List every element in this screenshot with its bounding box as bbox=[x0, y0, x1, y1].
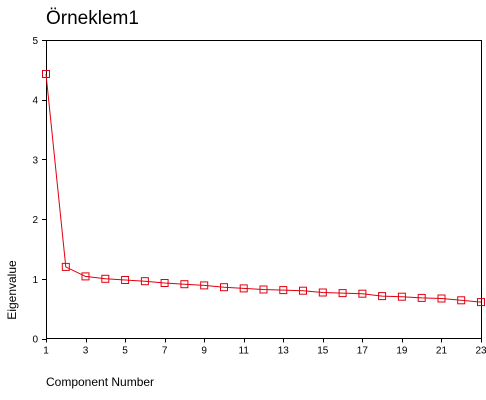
data-point-marker bbox=[378, 292, 387, 301]
y-axis-title: Eigenvalue bbox=[5, 260, 19, 320]
data-point-marker bbox=[239, 284, 248, 293]
y-tick-label: 5 bbox=[32, 36, 38, 47]
data-point-marker bbox=[417, 293, 426, 302]
series-line bbox=[45, 73, 482, 303]
x-tick-label: 23 bbox=[475, 346, 486, 357]
data-point-marker bbox=[61, 262, 70, 271]
data-point-marker bbox=[279, 286, 288, 295]
x-tick-label: 21 bbox=[436, 346, 448, 357]
data-point-marker bbox=[121, 276, 130, 284]
data-point-marker bbox=[457, 296, 466, 305]
data-point-marker bbox=[101, 274, 110, 283]
y-tick-label: 1 bbox=[32, 275, 38, 286]
x-tick-label: 5 bbox=[122, 346, 128, 357]
data-point-marker bbox=[299, 286, 307, 295]
data-point-marker bbox=[140, 277, 149, 286]
y-tick-label: 4 bbox=[32, 96, 38, 107]
y-tick-label: 2 bbox=[32, 215, 38, 226]
data-point-marker bbox=[180, 280, 189, 289]
x-tick-label: 1 bbox=[43, 346, 49, 357]
data-point-marker bbox=[259, 285, 268, 294]
data-point-marker bbox=[397, 292, 406, 301]
x-tick-label: 9 bbox=[201, 346, 207, 357]
data-point-marker bbox=[437, 294, 446, 303]
data-point-marker bbox=[81, 272, 90, 281]
x-tick-label: 17 bbox=[357, 346, 369, 357]
plot-area bbox=[46, 40, 482, 339]
series-layer bbox=[42, 70, 485, 307]
x-tick-label: 11 bbox=[239, 346, 250, 357]
x-axis-title: Component Number bbox=[46, 375, 154, 389]
y-tick-label: 3 bbox=[32, 155, 38, 166]
y-tick-label: 0 bbox=[32, 335, 38, 346]
data-point-marker bbox=[318, 288, 327, 297]
x-tick-label: 19 bbox=[396, 346, 408, 357]
chart-title: Örneklem1 bbox=[46, 8, 139, 29]
data-point-marker bbox=[338, 289, 347, 298]
x-tick-label: 7 bbox=[162, 346, 168, 357]
data-point-marker bbox=[42, 70, 50, 78]
data-point-marker bbox=[477, 298, 485, 307]
data-point-marker bbox=[160, 279, 169, 287]
x-tick-label: 13 bbox=[278, 346, 290, 357]
data-point-marker bbox=[200, 281, 209, 290]
x-tick-label: 3 bbox=[83, 346, 89, 357]
data-point-marker bbox=[220, 283, 228, 292]
y-axis-ticks: 0 1 2 3 4 5 bbox=[32, 36, 46, 346]
data-point-marker bbox=[358, 289, 367, 298]
x-tick-label: 15 bbox=[317, 346, 329, 357]
x-axis-ticks: 1 3 5 7 9 11 13 15 17 19 21 23 bbox=[43, 338, 486, 357]
